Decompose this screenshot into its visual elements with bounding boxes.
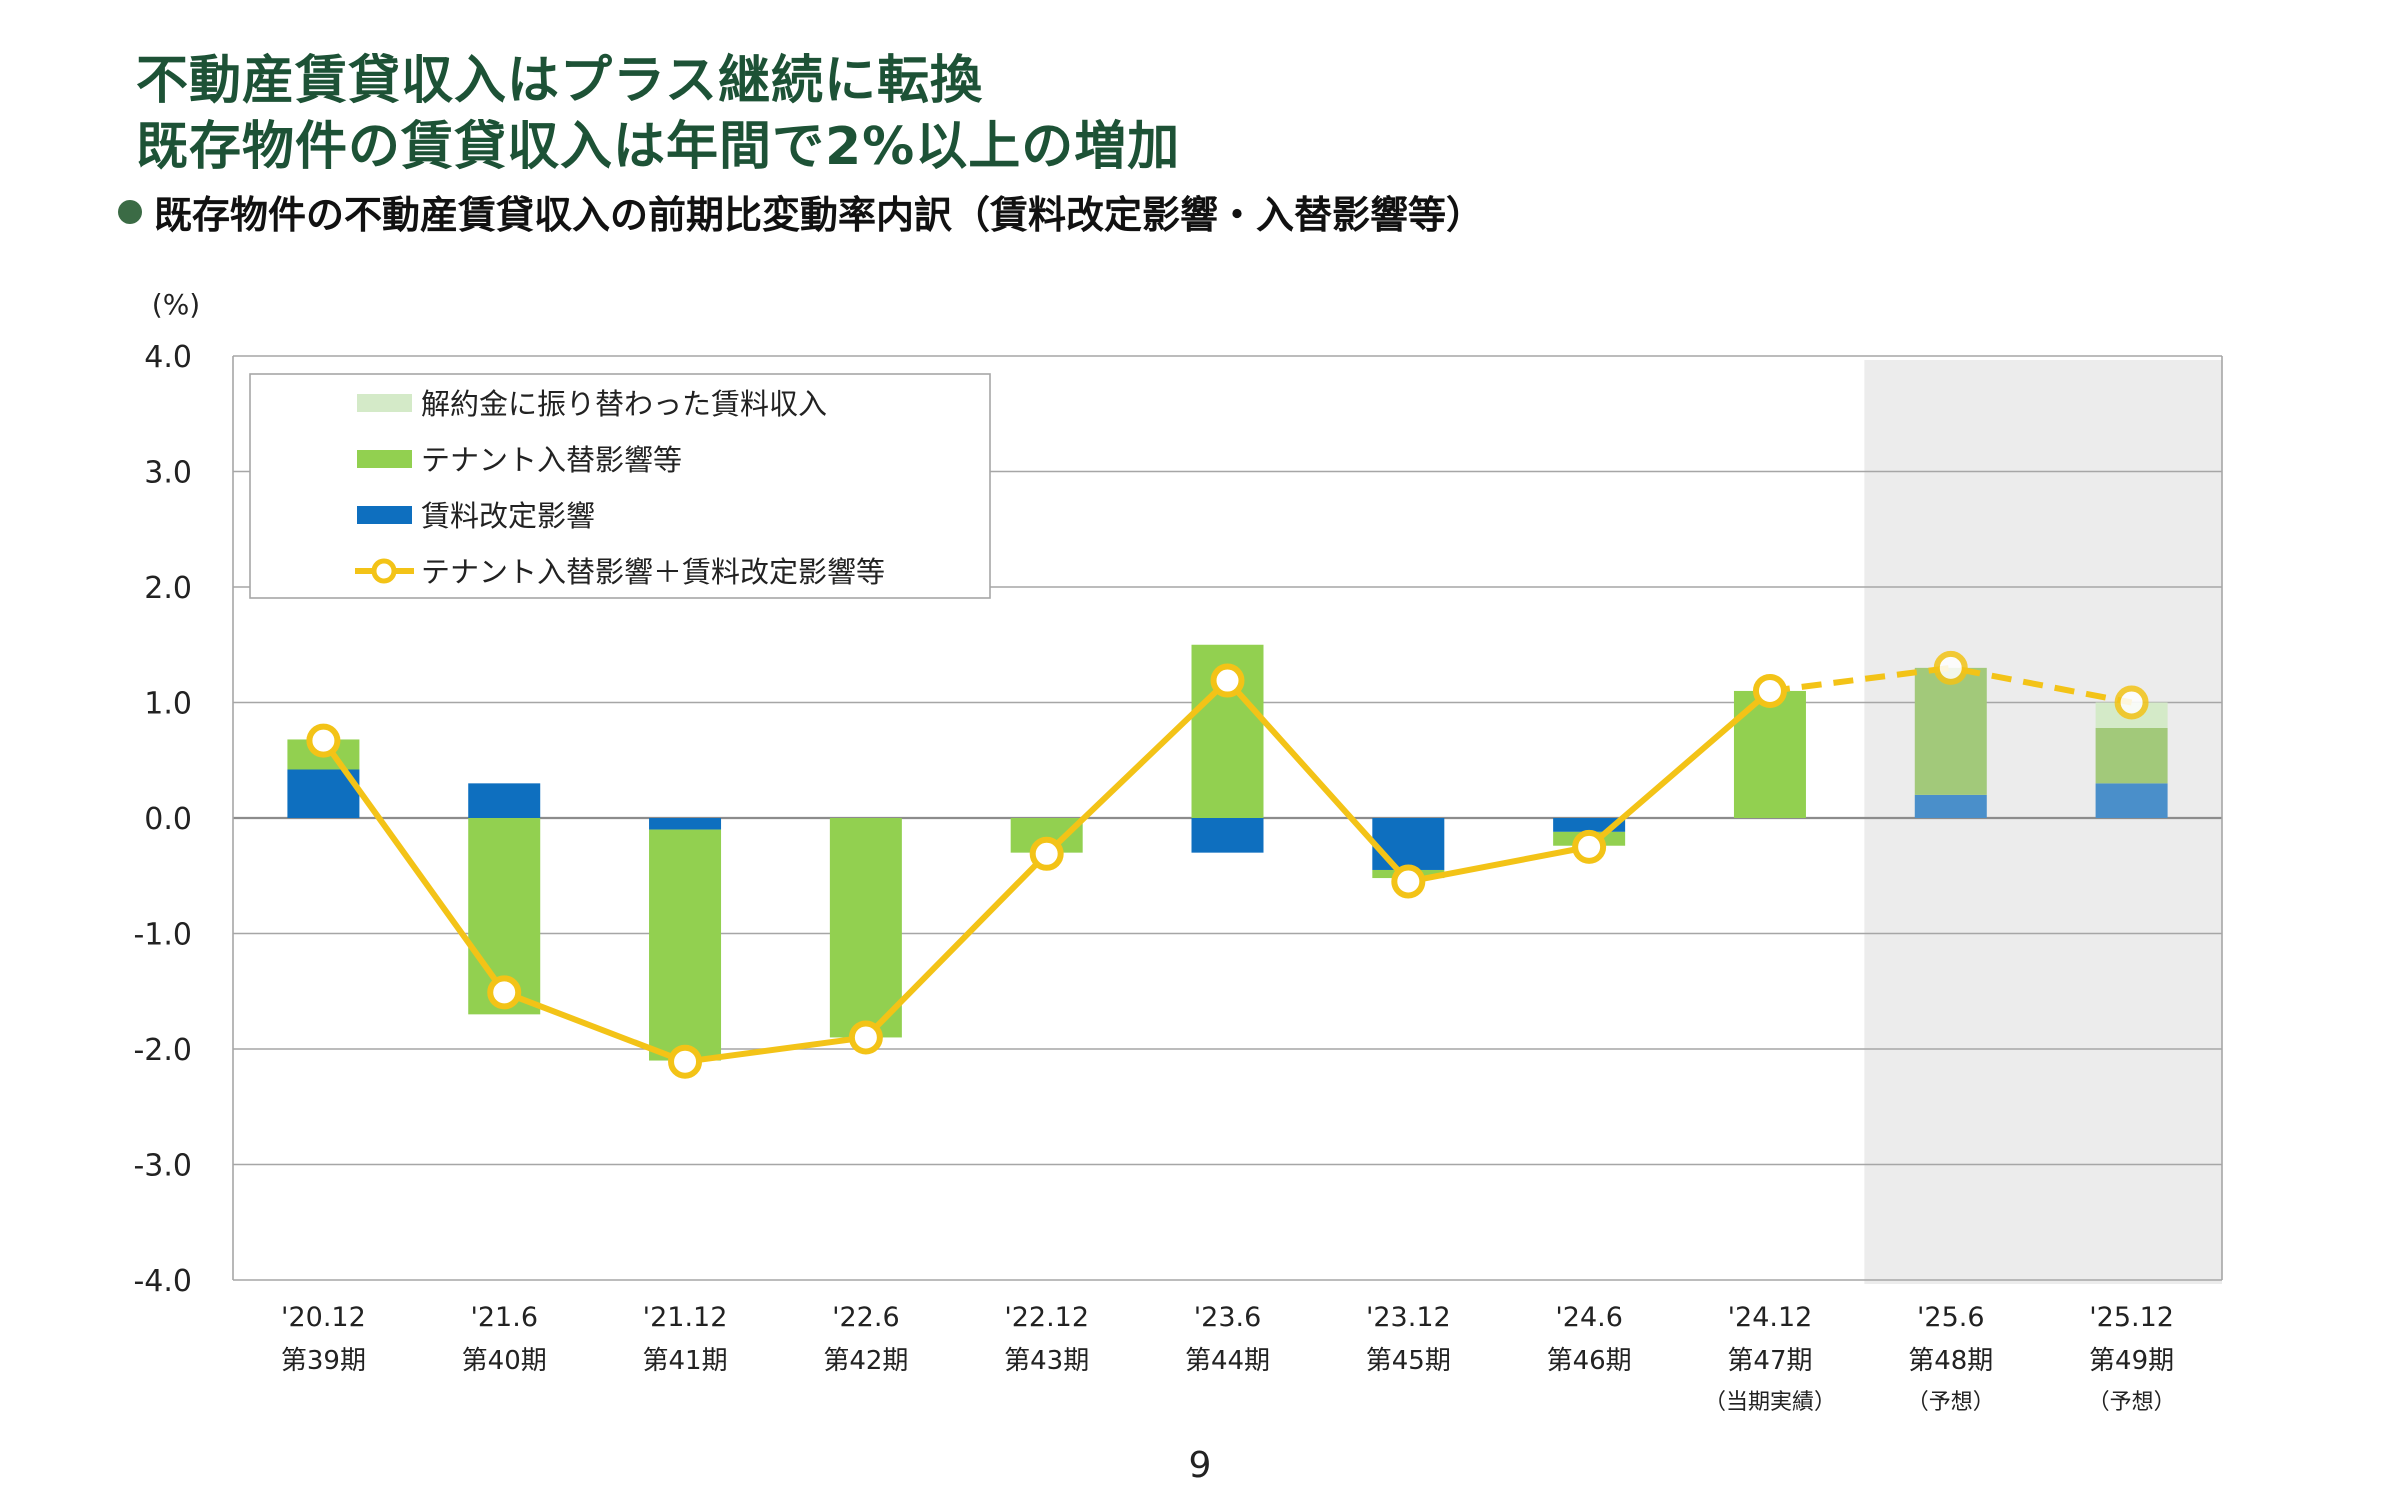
bar-segment	[1372, 818, 1445, 870]
x-note-label: （当期実績）	[1704, 1390, 1836, 1415]
legend-swatch	[357, 506, 412, 524]
x-period-label: 第42期	[823, 1346, 908, 1376]
bar-segment	[649, 818, 722, 830]
y-unit-label: (%)	[152, 288, 200, 321]
series-line-forecast	[1769, 664, 2133, 706]
x-note-label: （予想）	[2088, 1390, 2176, 1415]
bar-segment	[829, 818, 902, 1038]
legend-label: テナント入替影響＋賃料改定影響等	[421, 555, 885, 589]
series-point	[1391, 864, 1426, 899]
chart-subtitle-text: 既存物件の不動産賃貸収入の前期比変動率内訳（賃料改定影響・入替影響等）	[154, 193, 1485, 237]
x-tick-label: '20.12	[281, 1302, 366, 1333]
series-point	[1933, 650, 1968, 685]
legend-swatch	[357, 394, 412, 412]
x-tick-label: '24.12	[1728, 1302, 1813, 1333]
bar-segment	[2095, 783, 2168, 818]
page-title-line-2: 既存物件の賃貸収入は年間で2%以上の増加	[136, 117, 1181, 177]
y-tick-label: 4.0	[144, 340, 192, 375]
legend-label: 解約金に振り替わった賃料収入	[421, 387, 827, 421]
series-line-actual	[320, 677, 1772, 1065]
bar-segment	[468, 783, 541, 818]
x-tick-label: '25.12	[2089, 1302, 2174, 1333]
bullet-icon	[118, 199, 142, 224]
y-tick-label: 3.0	[144, 456, 192, 491]
legend-marker	[371, 558, 397, 584]
y-tick-label: -1.0	[133, 918, 192, 953]
x-period-label: 第43期	[1004, 1346, 1089, 1376]
series-point	[1029, 836, 1064, 871]
x-tick-label: '22.12	[1004, 1302, 1089, 1333]
x-tick-label: '23.6	[1194, 1302, 1262, 1333]
series-point	[848, 1020, 883, 1055]
x-tick-label: '21.12	[643, 1302, 728, 1333]
x-tick-label: '25.6	[1917, 1302, 1985, 1333]
x-tick-label: '22.6	[832, 1302, 900, 1333]
legend-swatch	[357, 450, 412, 468]
x-period-label: 第39期	[281, 1346, 366, 1376]
x-note-label: （予想）	[1907, 1390, 1995, 1415]
bar-segment	[1914, 794, 1987, 818]
x-period-label: 第47期	[1727, 1346, 1812, 1376]
series-point	[2114, 685, 2149, 720]
y-tick-label: -2.0	[133, 1033, 192, 1068]
page-number: 9	[1188, 1445, 1212, 1486]
legend-label: 賃料改定影響	[421, 499, 595, 533]
x-tick-label: '24.6	[1555, 1302, 1623, 1333]
y-tick-label: -4.0	[133, 1264, 192, 1299]
series-point	[1752, 673, 1787, 708]
x-period-label: 第44期	[1185, 1346, 1270, 1376]
y-tick-label: 0.0	[144, 802, 192, 837]
bar-segment	[2095, 727, 2168, 784]
series-point	[668, 1044, 703, 1079]
x-period-label: 第48期	[1908, 1346, 1993, 1376]
bar-segment	[1191, 818, 1264, 853]
series-point	[487, 975, 522, 1010]
x-tick-label: '23.12	[1366, 1302, 1451, 1333]
x-tick-label: '21.6	[470, 1302, 538, 1333]
x-period-label: 第41期	[642, 1346, 727, 1376]
y-tick-label: 1.0	[144, 687, 192, 722]
series-point	[1210, 663, 1245, 698]
series-point	[1572, 829, 1607, 864]
x-period-label: 第49期	[2089, 1346, 2174, 1376]
page-title-line-1: 不動産賃貸収入はプラス継続に転換	[136, 51, 983, 111]
y-tick-label: 2.0	[144, 571, 192, 606]
bar-segment	[649, 829, 722, 1061]
legend-label: テナント入替影響等	[421, 443, 682, 477]
x-period-label: 第46期	[1547, 1346, 1632, 1376]
series-point	[306, 723, 341, 758]
x-period-label: 第45期	[1366, 1346, 1451, 1376]
forecast-band	[1864, 360, 2222, 1284]
chart-subtitle: 既存物件の不動産賃貸収入の前期比変動率内訳（賃料改定影響・入替影響等）	[118, 184, 1484, 239]
x-period-label: 第40期	[462, 1346, 547, 1376]
y-tick-label: -3.0	[133, 1149, 192, 1184]
bar-segment	[1914, 667, 1987, 795]
